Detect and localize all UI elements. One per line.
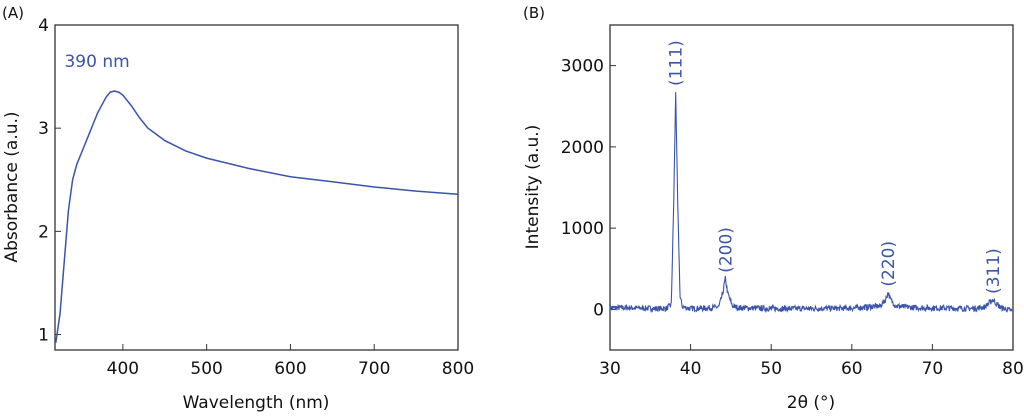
chart-a-absorbance: (A) 400 500 600 700 800 1 2 3 4 390 nm Wavelengt… [2, 4, 474, 413]
x-axis-label-b: 2θ (°) [787, 393, 835, 413]
plot-frame-a [54, 24, 459, 351]
x-tick-label: 800 [442, 359, 474, 379]
x-tick-label: 80 [1002, 359, 1024, 379]
y-tick-label: 1 [38, 326, 49, 346]
peak-annotation: (220) [879, 241, 899, 287]
x-tick-label: 400 [107, 359, 139, 379]
y-tick-label: 1000 [561, 219, 604, 239]
x-tick-label: 50 [760, 359, 782, 379]
peak-annotation: (200) [716, 227, 736, 273]
x-tick-label: 60 [841, 359, 863, 379]
y-axis-label-a: Absorbance (a.u.) [2, 111, 22, 262]
y-tick-label: 4 [38, 16, 49, 36]
x-tick-label: 600 [274, 359, 306, 379]
y-tick-label: 2 [38, 222, 49, 242]
y-axis-label-b: Intensity (a.u.) [523, 125, 543, 250]
xrd-pattern-line [609, 92, 1014, 314]
x-tick-label: 70 [922, 359, 944, 379]
y-tick-label: 2000 [561, 138, 604, 158]
panel-label-b: (B) [523, 4, 545, 22]
y-tick-label: 3000 [561, 57, 604, 77]
x-tick-label: 30 [599, 359, 621, 379]
plot-frame-b [609, 24, 1014, 351]
x-axis-label-a: Wavelength (nm) [183, 393, 330, 413]
chart-b-xrd: (B) 30 40 50 60 70 80 0 1000 2000 3000 (111) (200)… [523, 4, 1024, 413]
x-tick-label: 500 [190, 359, 222, 379]
x-tick-label: 40 [680, 359, 702, 379]
peak-annotation: (311) [984, 248, 1004, 294]
x-tick-label: 700 [358, 359, 390, 379]
y-tick-label: 3 [38, 119, 49, 139]
absorbance-line [55, 90, 459, 343]
peak-annotation: (111) [666, 40, 686, 86]
panel-label-a: (A) [2, 4, 24, 22]
peak-annotation: 390 nm [64, 52, 129, 72]
y-tick-label: 0 [593, 300, 604, 320]
